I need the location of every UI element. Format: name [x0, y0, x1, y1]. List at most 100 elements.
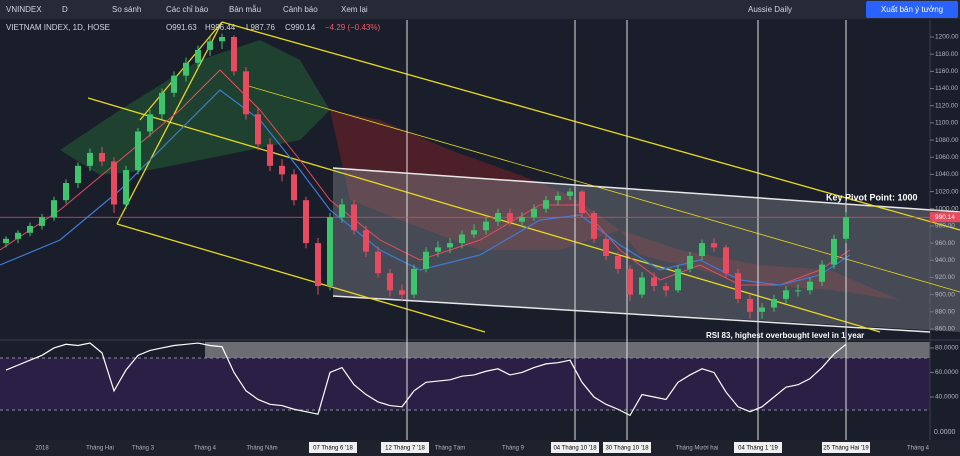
candle-body — [555, 195, 561, 201]
price-tick-label: 1020.00 — [935, 188, 959, 195]
candle-body — [519, 217, 525, 222]
candle-body — [783, 290, 789, 299]
indicators[interactable]: Các chỉ báo — [166, 5, 209, 14]
price-tick-label: 960.00 — [935, 240, 955, 247]
channel-fill — [333, 168, 960, 332]
candle-body — [75, 165, 81, 183]
candle-body — [747, 298, 753, 312]
rsi-tick-label: 80.0000 — [935, 345, 959, 352]
time-marker-label: 12 Tháng 7 '18 — [385, 446, 425, 452]
layout-name[interactable]: Aussie Daily — [748, 5, 792, 14]
time-axis — [0, 440, 960, 456]
legend-high: H996.44 — [205, 23, 236, 32]
candle-body — [639, 277, 645, 295]
price-tick-label: 1000.00 — [935, 205, 959, 212]
candle-body — [195, 49, 201, 63]
candle-body — [723, 247, 729, 274]
time-label: Tháng Tám — [435, 446, 466, 452]
candle-body — [699, 243, 705, 256]
chart-layer: VIETNAM INDEX, 1D, HOSE O991.63 H996.44 … — [0, 20, 960, 456]
trend-line — [139, 21, 223, 121]
candle-body — [663, 286, 669, 291]
legend-change: −4.29 (−0.43%) — [325, 23, 380, 32]
candle-body — [351, 204, 357, 231]
candle-body — [591, 213, 597, 239]
candle-body — [807, 281, 813, 291]
candle-body — [687, 255, 693, 269]
time-label: Tháng 4 — [194, 446, 217, 452]
candle-body — [759, 307, 765, 312]
trend-line — [221, 21, 960, 231]
alert[interactable]: Cảnh báo — [283, 5, 318, 14]
interval[interactable]: D — [62, 5, 68, 14]
rsi-band — [0, 358, 930, 410]
time-marker-box — [603, 442, 651, 453]
candle-body — [255, 114, 261, 145]
candle-body — [99, 152, 105, 162]
candle-body — [159, 92, 165, 115]
time-marker-label: 30 Tháng 10 '18 — [605, 446, 649, 452]
candle-body — [147, 114, 153, 132]
legend-low: L987.76 — [246, 23, 275, 32]
candle-body — [567, 191, 573, 196]
legend-close: C990.14 — [285, 23, 316, 32]
candle-body — [819, 264, 825, 282]
candle-body — [87, 152, 93, 166]
time-marker-label: 04 Tháng 10 '18 — [553, 446, 597, 452]
templates[interactable]: Bản mẫu — [229, 5, 261, 14]
candle-body — [375, 251, 381, 274]
publish-label[interactable]: Xuất bản ý tưởng — [881, 5, 943, 14]
trend-line — [244, 84, 960, 293]
candle-body — [267, 144, 273, 166]
moving-average — [0, 89, 851, 286]
last-price-box — [930, 212, 960, 223]
candle-body — [291, 174, 297, 201]
symbol[interactable]: VNINDEX — [6, 5, 42, 14]
candle-body — [651, 277, 657, 287]
time-marker-label: 25 Tháng Hai '19 — [823, 446, 869, 452]
price-tick-label: 860.00 — [935, 326, 955, 333]
rsi-tick-label: 40.0000 — [935, 394, 959, 401]
candle-body — [711, 243, 717, 248]
candle-body — [243, 71, 249, 115]
candle-body — [207, 41, 213, 50]
candle-body — [339, 204, 345, 218]
publish-button[interactable] — [866, 1, 958, 18]
last-price-label: 990.14 — [935, 214, 955, 221]
price-tick-label: 980.00 — [935, 223, 955, 230]
replay[interactable]: Xem lại — [341, 5, 368, 14]
rsi-floor-label: 0.0000 — [934, 429, 956, 436]
compare[interactable]: So sánh — [112, 5, 141, 14]
candle-body — [51, 200, 57, 218]
legend-title: VIETNAM INDEX, 1D, HOSE — [6, 23, 110, 32]
toolbar — [0, 0, 960, 19]
price-tick-label: 880.00 — [935, 309, 955, 316]
price-tick-label: 1160.00 — [935, 68, 958, 75]
cloud-green — [60, 40, 330, 175]
candle-body — [411, 268, 417, 295]
candle-body — [531, 208, 537, 218]
time-label: Tháng Năm — [246, 446, 277, 452]
rsi-highlight — [205, 342, 930, 358]
time-label: Tháng Hai — [86, 446, 114, 452]
candle-body — [471, 230, 477, 235]
candle-body — [327, 217, 333, 287]
price-tick-label: 1060.00 — [935, 154, 959, 161]
candle-body — [735, 273, 741, 299]
candle-body — [447, 243, 453, 248]
time-marker-box — [734, 442, 782, 453]
time-label: 2018 — [35, 446, 49, 452]
candle-body — [123, 170, 129, 205]
price-tick-label: 1100.00 — [935, 120, 958, 127]
time-label: Tháng Mười hai — [676, 446, 719, 452]
candle-body — [771, 298, 777, 308]
candle-body — [627, 268, 633, 295]
price-tick-label: 1040.00 — [935, 171, 959, 178]
rsi-tick-label: 60.0000 — [935, 369, 959, 376]
candle-body — [675, 268, 681, 291]
candle-body — [843, 217, 849, 239]
price-tick-label: 940.00 — [935, 257, 955, 264]
candle-body — [543, 200, 549, 209]
time-marker-label: 07 Tháng 6 '18 — [313, 446, 353, 452]
